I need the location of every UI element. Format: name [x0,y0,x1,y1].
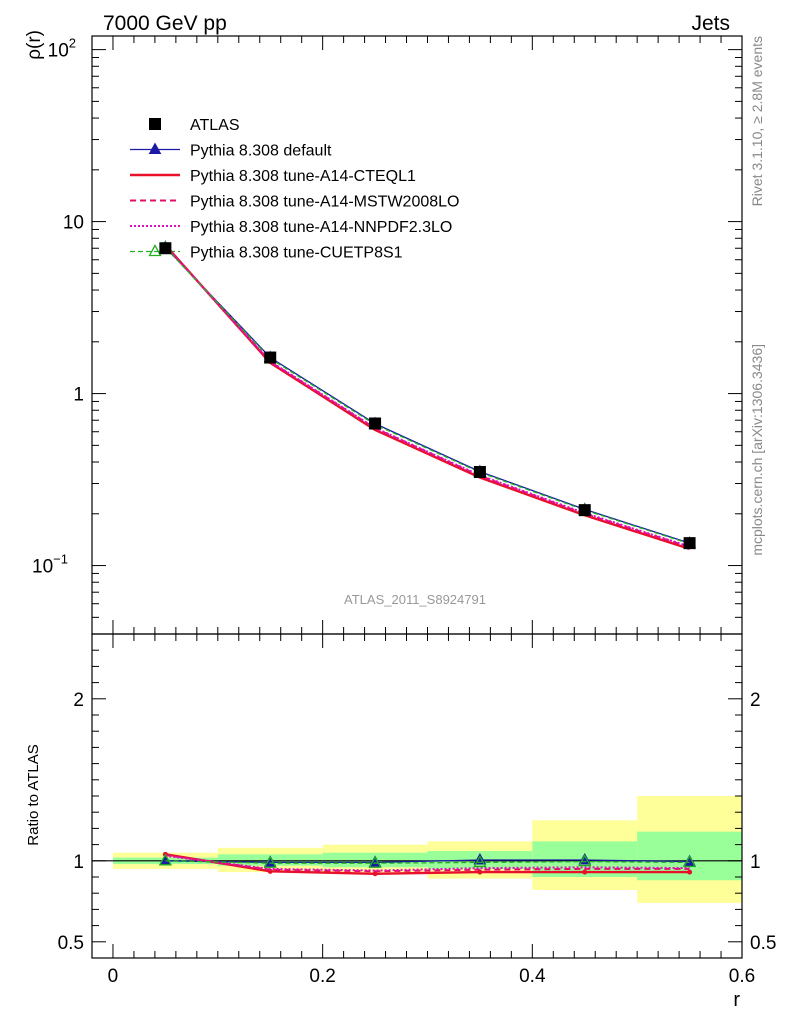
y-tick-label: 10 [63,213,84,234]
ratio-series-4-marker [263,855,277,868]
y-tick-exponent: −1 [53,552,68,567]
ratio-series-4-marker [578,854,592,867]
x-tick-label: 0.2 [309,966,335,987]
ratio-series-3-line [165,854,690,872]
ratio-y-tick-label: 2 [73,690,84,711]
ratio-series-2-line [165,854,690,873]
ratio-y-tick-label-right: 0.5 [750,933,776,954]
main-y-axis-label: ρ(r) [24,30,45,60]
ratio-series-4-marker [682,855,697,868]
atlas-data-point [473,465,486,478]
jets-label: Jets [691,12,730,35]
rivet-label: Rivet 3.1.10, ≥ 2.8M events [749,36,765,206]
ratio-y-axis-label: Ratio to ATLAS [25,744,42,845]
ratio-series-1-marker [477,869,483,875]
legend-label: Pythia 8.308 tune-A14-NNPDF2.3LO [190,219,452,236]
mcplots-label: mcplots.cern.ch [arXiv:1306.3436] [749,344,765,556]
main-series-1-line [164,244,690,551]
legend-label: Pythia 8.308 default [190,143,332,160]
x-tick-label: 0 [108,966,119,987]
x-axis-label: r [733,989,740,1011]
ratio-plot: 0.5 0.5 1 1 2 2 0 0.2 0.4 0.6 [58,633,776,987]
ratio-series-1-marker [687,869,693,875]
y-tick-label: 1 [73,385,84,406]
analysis-watermark: ATLAS_2011_S8924791 [344,592,486,607]
main-plot: 10−1 1 10 102 [32,35,743,635]
main-series-0-line [164,246,690,544]
ratio-series-1-marker [582,869,588,875]
y-tick-label: 102 [48,36,76,62]
legend-marker [148,142,162,154]
legend-label: ATLAS [190,117,240,134]
legend-marker [148,244,162,257]
atlas-data-point [159,242,172,255]
main-series-2-line [164,244,690,549]
y-tick-exponent: 2 [69,36,76,51]
ratio-series-4-marker [158,853,172,866]
atlas-data-point [369,417,382,430]
main-series-4-line [164,247,690,545]
ratio-frame [91,633,743,959]
legend: ATLAS Pythia 8.308 default Pythia 8.308 tu… [130,117,459,262]
legend-marker [149,118,161,130]
ratio-series-1-line [165,853,690,876]
x-tick-label: 0.4 [519,966,546,987]
ratio-y-tick-label: 0.5 [58,933,84,954]
ratio-series-4-marker [473,855,487,868]
ratio-y-tick-label: 1 [73,852,84,873]
legend-label: Pythia 8.308 tune-CUETP8S1 [190,245,403,262]
atlas-data-point [264,351,277,364]
ratio-series-0-line [165,859,690,864]
collision-label: 7000 GeV pp [103,12,227,35]
ratio-y-tick-label-right: 1 [750,852,761,873]
x-tick-label: 0.6 [729,966,755,987]
ratio-series-4-marker [368,855,382,868]
legend-label: Pythia 8.308 tune-A14-CTEQL1 [190,168,416,185]
y-tick-label: 10−1 [32,552,68,578]
main-series-3-line [164,245,690,548]
legend-label: Pythia 8.308 tune-A14-MSTW2008LO [190,194,459,211]
atlas-data-point [683,537,696,550]
ratio-series-4-line [165,860,690,864]
ratio-y-tick-label-right: 2 [750,690,761,711]
atlas-data-point [578,504,591,517]
ratio-series-1-marker [372,871,378,877]
